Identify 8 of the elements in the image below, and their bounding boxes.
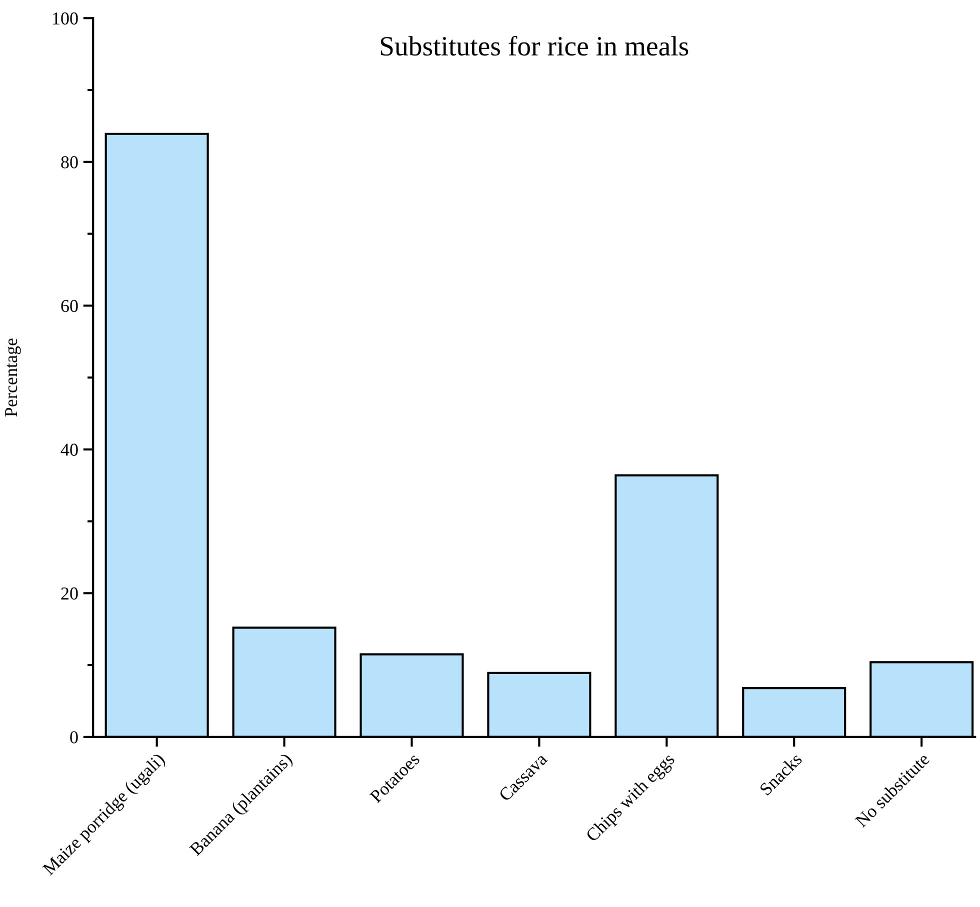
y-tick-label: 40 (60, 444, 78, 456)
y-tick-label: 0 (70, 731, 78, 744)
y-tick-label: 100 (53, 12, 78, 25)
y-tick-label: 20 (61, 587, 78, 600)
chart-title: Substitutes for rice in meals (380, 36, 688, 56)
y-axis-title: Percentage (5, 338, 21, 417)
y-tick-label: 60 (61, 300, 78, 312)
y-tick-label: 80 (61, 156, 78, 168)
